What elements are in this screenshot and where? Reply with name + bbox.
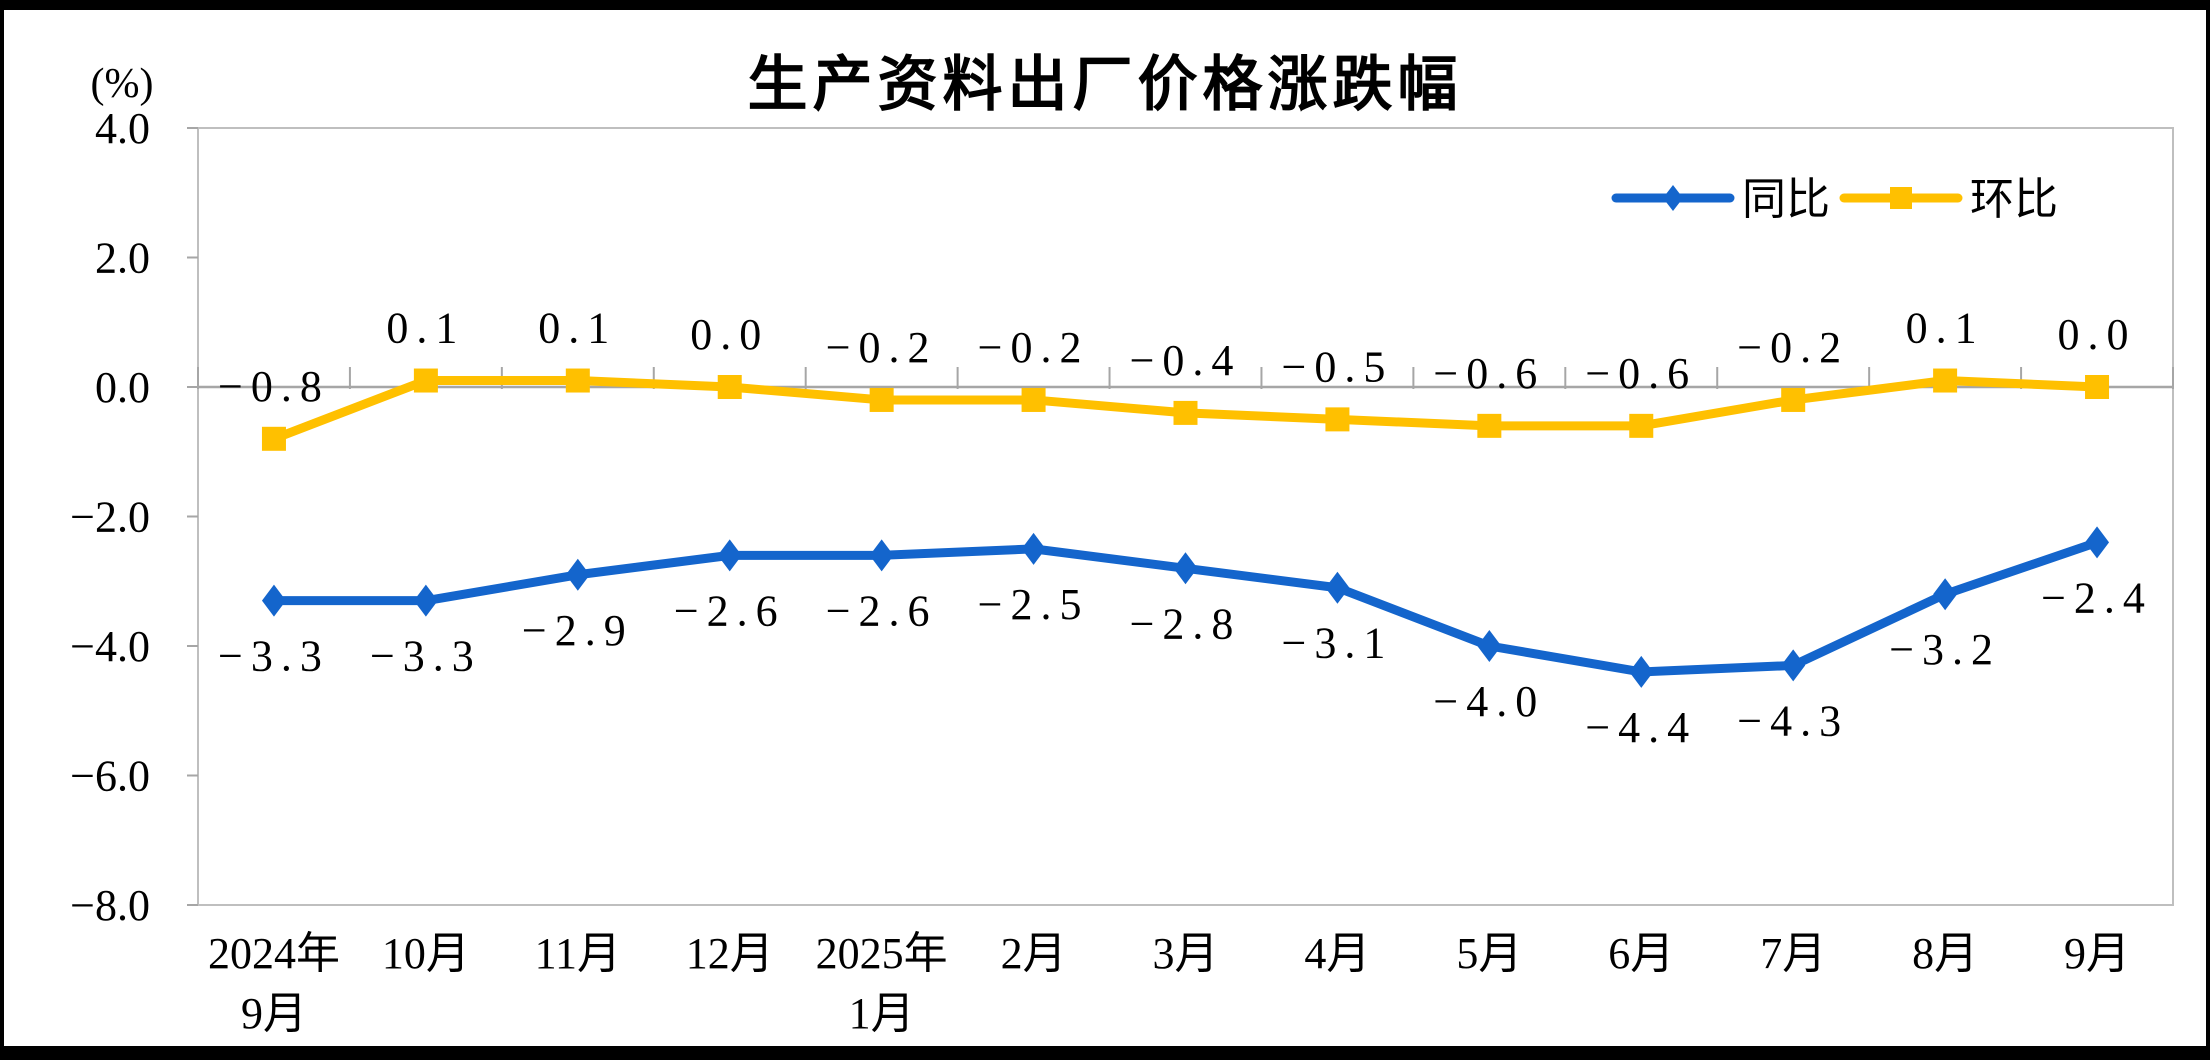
data-label-mom: −0.2 <box>1737 323 1849 372</box>
data-label-yoy: −4.3 <box>1737 696 1849 745</box>
y-axis-tick-label: 2.0 <box>95 234 150 283</box>
data-label-yoy: −3.2 <box>1889 625 2001 674</box>
data-point-marker-mom <box>1781 387 1806 412</box>
x-axis-label: 2月 <box>1001 929 1067 978</box>
data-label-mom: −0.2 <box>826 323 938 372</box>
legend-marker-yoy-icon <box>1663 185 1683 211</box>
data-point-marker-yoy <box>1325 571 1350 604</box>
data-point-marker-mom <box>2085 375 2110 399</box>
x-axis-label: 3月 <box>1153 929 1219 978</box>
y-axis-tick-label: 4.0 <box>95 104 150 153</box>
data-label-mom: −0.4 <box>1130 336 1242 385</box>
data-label-yoy: −2.6 <box>826 586 938 635</box>
x-axis-label: 11月 <box>535 929 621 978</box>
chart-title: 生产资料出厂价格涨跌幅 <box>747 51 1463 118</box>
plot-border <box>197 127 2174 906</box>
data-label-yoy: −3.3 <box>218 632 330 681</box>
y-axis-tick-label: −2.0 <box>70 493 150 542</box>
y-axis-tick-label: 0.0 <box>95 363 150 412</box>
x-axis-label: 2025年 <box>816 929 948 978</box>
data-point-marker-yoy <box>413 584 438 617</box>
x-axis-label-line2: 1月 <box>849 989 915 1038</box>
data-point-marker-mom <box>413 368 438 393</box>
x-axis-label: 7月 <box>1760 929 1826 978</box>
data-point-marker-yoy <box>1629 655 1654 688</box>
data-point-marker-mom <box>1629 413 1654 438</box>
data-label-mom: −0.2 <box>978 323 1090 372</box>
legend-label-mom: 环比 <box>1970 175 2058 224</box>
data-point-marker-mom <box>1477 413 1502 438</box>
data-point-marker-mom <box>717 375 742 399</box>
x-axis-label: 10月 <box>382 929 470 978</box>
data-label-mom: 0.0 <box>690 310 769 359</box>
data-label-mom: −0.6 <box>1585 349 1697 398</box>
data-label-mom: 0.0 <box>2058 310 2137 359</box>
data-label-yoy: −2.8 <box>1130 599 1242 648</box>
data-label-mom: −0.8 <box>218 362 330 411</box>
data-point-marker-mom <box>261 426 286 451</box>
data-point-marker-yoy <box>1477 630 1502 662</box>
data-label-mom: −0.5 <box>1282 342 1394 391</box>
data-label-yoy: −2.9 <box>522 606 634 655</box>
y-axis-tick-label: −6.0 <box>70 752 150 801</box>
chart-canvas: 4.0 2.0 0.0 −2.0 −4.0 −6.0 −8.0 −3.3 −3.3 −2.9 −2.… <box>70 104 2174 1038</box>
data-point-marker-mom <box>1021 387 1046 412</box>
x-axis-label: 2024年 <box>208 929 340 978</box>
legend-marker-mom-icon <box>1890 187 1912 209</box>
data-label-yoy: −2.6 <box>674 586 786 635</box>
y-axis-tick-label: −4.0 <box>70 622 150 671</box>
data-point-marker-yoy <box>565 558 590 591</box>
data-point-marker-yoy <box>717 539 742 572</box>
x-axis-label: 5月 <box>1456 929 1522 978</box>
x-axis-label: 4月 <box>1304 929 1370 978</box>
data-label-yoy: −3.3 <box>370 632 482 681</box>
data-point-marker-yoy <box>2085 526 2110 559</box>
x-axis-label: 12月 <box>686 929 774 978</box>
data-point-marker-yoy <box>1021 532 1046 565</box>
data-label-mom: 0.1 <box>1906 304 1985 353</box>
y-axis-unit-label: (%) <box>90 61 154 107</box>
data-label-yoy: −2.5 <box>978 580 1090 629</box>
y-axis-tick-label: −8.0 <box>70 881 150 930</box>
x-axis-label: 6月 <box>1608 929 1674 978</box>
data-point-marker-yoy <box>1933 578 1958 611</box>
data-point-marker-yoy <box>1173 552 1198 585</box>
x-axis-label-line2: 9月 <box>241 989 307 1038</box>
data-point-marker-mom <box>565 368 590 393</box>
legend-label-yoy: 同比 <box>1742 175 1830 224</box>
x-axis-label: 9月 <box>2064 929 2130 978</box>
data-label-yoy: −2.4 <box>2041 573 2153 622</box>
data-point-marker-yoy <box>261 584 286 617</box>
data-point-marker-mom <box>1173 400 1198 425</box>
data-label-yoy: −3.1 <box>1282 619 1394 668</box>
data-label-yoy: −4.0 <box>1433 677 1545 726</box>
data-point-marker-mom <box>1325 407 1350 432</box>
data-label-mom: −0.6 <box>1433 349 1545 398</box>
data-label-mom: 0.1 <box>386 304 465 353</box>
x-axis-label: 8月 <box>1912 929 1978 978</box>
data-point-marker-mom <box>869 387 894 412</box>
data-label-yoy: −4.4 <box>1585 703 1697 752</box>
data-point-marker-yoy <box>1781 649 1806 682</box>
data-point-marker-mom <box>1933 368 1958 393</box>
data-point-marker-yoy <box>869 539 894 572</box>
data-label-mom: 0.1 <box>538 304 617 353</box>
